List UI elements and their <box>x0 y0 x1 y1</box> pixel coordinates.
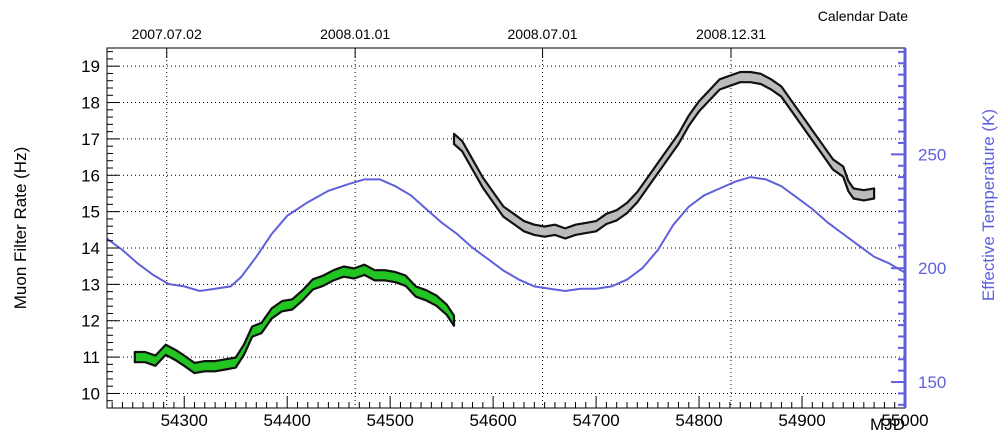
y-right-axis-title: Effective Temperature (K) <box>979 109 998 301</box>
x-tick-label: 54500 <box>367 411 414 430</box>
x-axis-title: MJD <box>870 415 905 434</box>
y-left-tick-label: 10 <box>81 384 100 403</box>
rate-band-1 <box>133 263 456 375</box>
x-tick-label: 54700 <box>572 411 619 430</box>
rate-band-2 <box>452 70 876 240</box>
y-right-tick-label: 200 <box>918 259 946 278</box>
x-tick-label: 54800 <box>675 411 722 430</box>
temperature-line <box>106 176 906 293</box>
y-left-tick-label: 12 <box>81 312 100 331</box>
y-right-tick-label: 150 <box>918 373 946 392</box>
x-tick-label: 54400 <box>264 411 311 430</box>
y-left-axis-title: Muon Filter Rate (Hz) <box>11 147 30 309</box>
top-axis-title: Calendar Date <box>818 8 908 24</box>
y-left-tick-label: 13 <box>81 275 100 294</box>
y-left-tick-label: 11 <box>82 348 100 367</box>
y-left-tick-label: 16 <box>81 166 100 185</box>
top-tick-label: 2007.07.02 <box>132 26 202 42</box>
y-left-tick-label: 15 <box>81 203 100 222</box>
grid-lines <box>107 48 905 408</box>
axes: 54300 54400 54500 54600 54700 54800 54900 55000… <box>81 26 946 430</box>
x-tick-label: 55000 <box>881 411 928 430</box>
y-left-tick-label: 17 <box>81 130 100 149</box>
top-tick-label: 2008.01.01 <box>320 26 390 42</box>
data-series <box>106 70 906 375</box>
y-left-tick-label: 18 <box>81 94 100 113</box>
y-right-tick-label: 250 <box>918 145 946 164</box>
x-tick-label: 54900 <box>778 411 825 430</box>
x-tick-label: 54600 <box>469 411 516 430</box>
y-left-tick-label: 19 <box>81 57 100 76</box>
top-tick-label: 2008.12.31 <box>696 26 766 42</box>
y-left-tick-label: 14 <box>81 239 100 258</box>
top-tick-label: 2008.07.01 <box>508 26 578 42</box>
x-tick-label: 54300 <box>161 411 208 430</box>
